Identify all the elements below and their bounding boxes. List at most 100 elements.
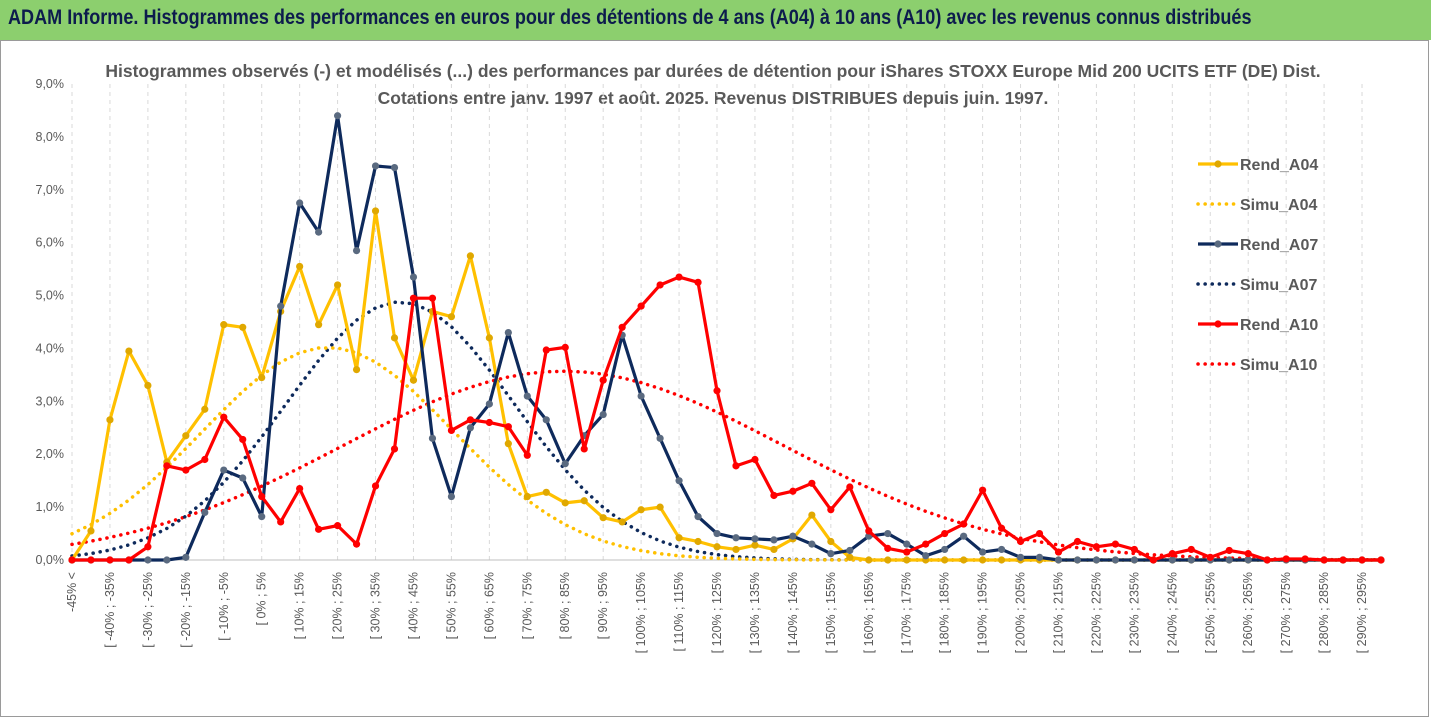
data-point [163,462,171,470]
legend-label: Rend_A10 [1240,317,1318,334]
legend: Rend_A04 Simu_A04 Rend_A07 Simu_A07 Rend_A10… [1196,157,1318,374]
x-tick-label: [ 270% ; 275% [1279,572,1293,653]
data-point [732,534,740,542]
data-point [258,513,266,521]
data-point [258,492,266,501]
data-point [1016,553,1025,561]
data-point [125,556,133,564]
y-tick-label: 5,0% [36,289,65,303]
data-point [979,548,987,556]
data-point [827,537,835,546]
x-tick-label: [ 80% ; 85% [558,572,572,639]
data-point [675,477,683,485]
data-point [1035,553,1044,561]
data-point [1168,556,1176,564]
x-tick-label: [ 290% ; 295% [1355,572,1369,653]
data-point [390,334,399,342]
data-point [922,540,930,548]
x-tick-label: [ 0% ; 5% [255,572,269,626]
data-point [618,323,626,331]
data-point [884,556,892,564]
data-point [960,520,968,528]
x-tick-label: [ 140% ; 145% [786,572,800,653]
data-point [960,532,968,540]
legend-marker [1214,160,1222,168]
y-tick-label: 9,0% [36,77,65,91]
data-point [1225,546,1233,555]
data-point [220,321,228,329]
report-title: ADAM Informe. Histogrammes des performan… [8,6,1252,29]
series-line [70,300,1383,562]
data-point [675,534,683,542]
legend-marker [1214,320,1222,328]
series-rend-a07 [68,112,1385,564]
legend-item: Simu_A07 [1196,277,1317,294]
x-tick-label: [ 10% ; 15% [293,572,307,639]
data-point [1016,537,1025,546]
legend-label: Simu_A10 [1240,357,1317,374]
data-point [447,426,456,435]
data-point [903,540,911,548]
data-point [144,556,152,564]
data-point [333,112,342,120]
data-point [220,466,228,474]
data-point [656,281,664,289]
x-tick-label: [ 200% ; 205% [1014,572,1028,653]
data-point [997,556,1006,564]
data-point [201,508,209,516]
data-point [1073,537,1082,546]
data-point [315,321,323,329]
legend-item: Simu_A04 [1196,197,1317,214]
data-point [1358,556,1366,564]
x-tick-label: [ -10% ; -5% [217,572,231,641]
data-point [258,373,266,382]
data-point [390,445,399,453]
data-point [1377,556,1385,564]
x-tick-label: [ 240% ; 245% [1165,572,1179,653]
data-point [371,162,380,170]
data-point [466,424,474,432]
data-point [447,492,456,501]
y-tick-label: 4,0% [36,341,65,355]
data-point [922,552,930,560]
x-tick-label: [ 150% ; 155% [824,572,838,653]
x-tick-label: [ 210% ; 215% [1051,572,1065,653]
x-tick-label: [ 220% ; 225% [1089,572,1103,653]
x-tick-label: [ -30% ; -25% [141,572,155,648]
data-point [542,416,550,424]
data-point [979,556,987,564]
y-tick-label: 1,0% [36,500,65,514]
data-point [599,410,607,419]
data-point [1092,543,1101,551]
series-rend-a04 [68,207,1385,564]
data-point [144,381,152,390]
data-point [770,536,778,544]
x-tick-label: [ 70% ; 75% [520,572,534,639]
data-point [751,535,759,543]
data-point [239,474,247,482]
legend-item: Rend_A04 [1198,157,1318,174]
data-point [941,529,949,538]
data-point [87,556,95,564]
data-point [68,556,76,564]
chart-frame [0,40,1429,717]
x-tick-label: [ 280% ; 285% [1317,572,1331,653]
data-point [296,485,304,493]
data-point [1206,553,1214,561]
y-axis: 0,0% 1,0% 2,0% 3,0% 4,0% 5,0% 6,0% 7,0% 8,0% 9,0% [36,77,1381,567]
report-banner: ADAM Informe. Histogrammes des performan… [0,0,1431,40]
data-point [504,328,512,337]
legend-marker [1214,240,1222,248]
x-tick-label: [ -40% ; -35% [103,572,117,648]
legend-label: Rend_A04 [1240,157,1318,174]
data-point [789,532,797,540]
x-tick-label: [ 180% ; 185% [938,572,952,653]
y-tick-label: 2,0% [36,447,65,461]
x-tick-label: -45% < [65,572,79,612]
x-tick-label: [ 20% ; 25% [331,572,345,639]
data-point [580,497,588,505]
data-point [561,343,569,351]
data-point [1263,556,1271,564]
data-point [428,434,437,442]
